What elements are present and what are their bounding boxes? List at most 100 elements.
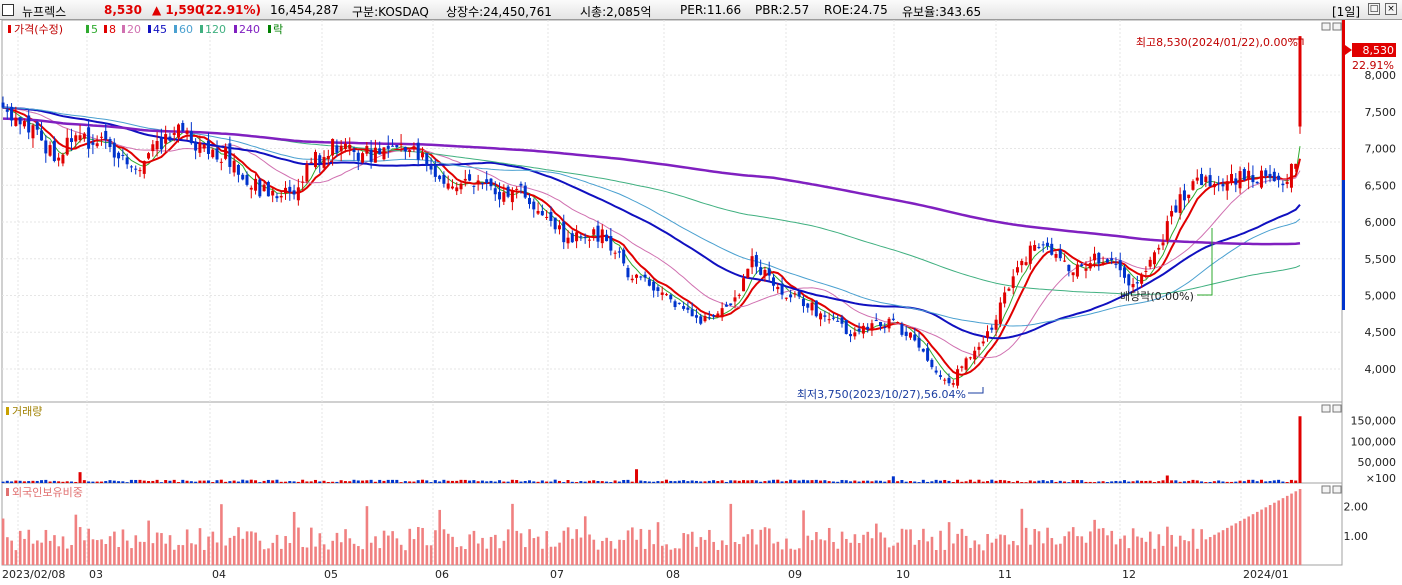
volume-bar bbox=[485, 481, 489, 483]
foreign-ratio-bar bbox=[605, 537, 608, 565]
foreign-ratio-bar bbox=[583, 516, 587, 565]
foreign-ratio-bar bbox=[138, 541, 142, 565]
foreign-ratio-bar bbox=[768, 528, 771, 565]
candle-body bbox=[1003, 292, 1007, 304]
foreign-ratio-bar bbox=[840, 531, 844, 565]
volume-bar bbox=[112, 480, 116, 483]
candle-body bbox=[352, 149, 356, 153]
foreign-ratio-bar bbox=[802, 510, 805, 565]
volume-bar bbox=[408, 481, 412, 483]
foreign-ratio-bar bbox=[494, 534, 497, 565]
foreign-ratio-bar bbox=[446, 533, 450, 565]
candle-body bbox=[806, 303, 810, 308]
pane-minimize-icon[interactable] bbox=[1321, 404, 1331, 413]
foreign-ratio-bar bbox=[866, 531, 870, 565]
foreign-ratio-bar bbox=[579, 537, 583, 565]
foreign-ratio-bar bbox=[1041, 543, 1045, 565]
foreign-ratio-bar bbox=[699, 537, 703, 565]
candle-body bbox=[934, 370, 938, 373]
candle-body bbox=[356, 152, 360, 161]
volume-bar bbox=[1067, 482, 1071, 483]
close-icon[interactable]: × bbox=[1385, 3, 1397, 15]
candle-body bbox=[866, 326, 870, 330]
candle-body bbox=[147, 153, 151, 159]
volume-bar bbox=[1015, 480, 1019, 483]
candle-body bbox=[831, 317, 835, 319]
volume-bar bbox=[1259, 479, 1263, 483]
candle-body bbox=[1050, 243, 1054, 255]
volume-bar bbox=[968, 479, 972, 483]
foreign-ratio-bar bbox=[720, 540, 724, 565]
volume-bar bbox=[579, 481, 583, 483]
pane-minimize-icon[interactable] bbox=[1321, 485, 1331, 494]
candle-body bbox=[206, 140, 210, 154]
window-icon[interactable] bbox=[2, 4, 14, 16]
volume-bar bbox=[814, 479, 818, 483]
volume-bar bbox=[677, 480, 681, 483]
candle-body bbox=[61, 154, 65, 164]
ma-45-line bbox=[3, 106, 1301, 340]
volume-bar bbox=[343, 481, 347, 483]
pane-close-icon[interactable] bbox=[1332, 485, 1342, 494]
volume-bar bbox=[1285, 482, 1289, 483]
candle-body bbox=[904, 331, 908, 336]
foreign-ratio-bar bbox=[571, 538, 574, 565]
foreign-ratio-bar bbox=[797, 548, 801, 565]
price-tick-label: 7,500 bbox=[1365, 106, 1397, 119]
foreign-ratio-bar bbox=[750, 529, 754, 565]
volume-bar bbox=[1131, 481, 1135, 483]
foreign-ratio-bar bbox=[1123, 535, 1126, 565]
foreign-ratio-bar bbox=[845, 538, 848, 565]
candle-body bbox=[1157, 247, 1161, 250]
candle-body bbox=[956, 369, 960, 386]
candle-body bbox=[27, 115, 31, 133]
foreign-ratio-bar bbox=[1290, 493, 1293, 565]
foreign-ratio-bar bbox=[952, 543, 955, 565]
period-selector[interactable]: [1일] bbox=[1332, 5, 1361, 19]
candle-body bbox=[1289, 163, 1293, 188]
foreign-ratio-bar bbox=[575, 529, 578, 565]
volume-tick-label: 100,000 bbox=[1351, 435, 1397, 448]
volume-bar bbox=[44, 479, 48, 483]
candle-body bbox=[121, 154, 125, 156]
volume-bar bbox=[716, 481, 720, 483]
candle-body bbox=[52, 140, 56, 162]
foreign-ratio-bar bbox=[1294, 491, 1298, 565]
candle-body bbox=[48, 145, 52, 156]
candle-body bbox=[913, 334, 917, 341]
pbr-value: PBR:2.57 bbox=[755, 3, 810, 17]
foreign-ratio-bar bbox=[541, 548, 544, 565]
candle-body bbox=[874, 320, 878, 322]
volume-bar bbox=[313, 479, 317, 483]
foreign-ratio-bar bbox=[104, 543, 108, 565]
current-price-label: 8,530 bbox=[1363, 44, 1395, 57]
volume-bar bbox=[609, 482, 613, 483]
foreign-ratio-bar bbox=[733, 542, 737, 565]
volume-bar bbox=[1020, 482, 1024, 483]
foreign-ratio-bar bbox=[947, 522, 951, 565]
candle-body bbox=[707, 317, 711, 319]
foreign-ratio-bar bbox=[536, 536, 540, 565]
volume-bar bbox=[733, 480, 737, 483]
maximize-icon[interactable]: □ bbox=[1368, 3, 1380, 15]
volume-bar bbox=[87, 481, 91, 483]
pane-close-icon[interactable] bbox=[1332, 404, 1342, 413]
candle-body bbox=[840, 317, 844, 324]
foreign-ratio-bar bbox=[369, 542, 373, 565]
foreign-ratio-bar bbox=[292, 511, 296, 565]
volume-bar bbox=[459, 479, 463, 483]
volume-bar bbox=[386, 479, 390, 483]
volume-bar bbox=[647, 481, 651, 483]
candle-body bbox=[1174, 205, 1178, 213]
volume-bar bbox=[519, 481, 523, 483]
candle-body bbox=[656, 287, 660, 291]
pane-minimize-icon[interactable] bbox=[1321, 22, 1331, 31]
candle-body bbox=[185, 130, 189, 134]
pane-close-icon[interactable] bbox=[1332, 22, 1342, 31]
candle-body bbox=[1268, 173, 1272, 178]
foreign-ratio-bar bbox=[742, 536, 745, 565]
volume-bar bbox=[365, 480, 369, 483]
volume-bar bbox=[750, 480, 754, 483]
candle-body bbox=[159, 137, 163, 150]
candle-body bbox=[168, 136, 172, 141]
